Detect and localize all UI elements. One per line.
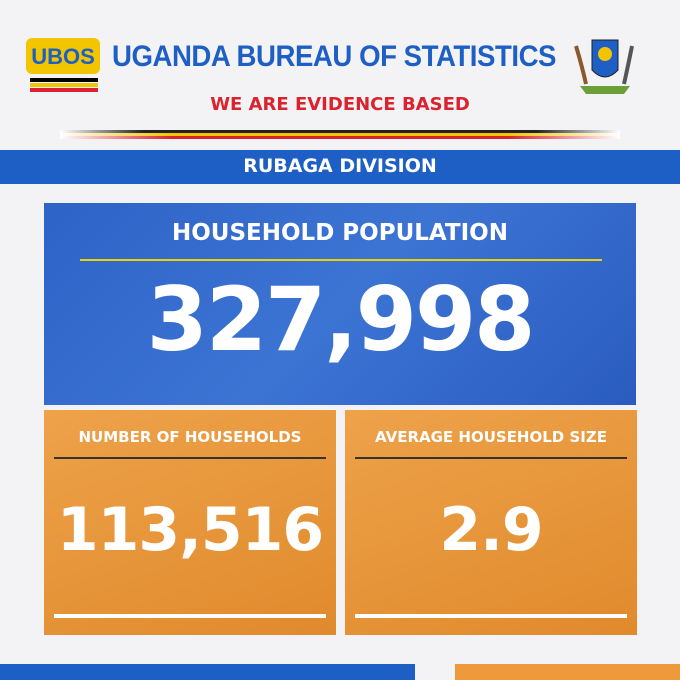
stripe-yellow xyxy=(60,133,620,136)
divider xyxy=(355,457,627,459)
card-foot xyxy=(54,614,326,618)
kob xyxy=(574,45,588,85)
coat-of-arms xyxy=(574,39,634,94)
stripe-black xyxy=(60,130,620,133)
card-foot xyxy=(355,614,627,618)
stripe-red xyxy=(60,136,620,139)
logo-stripe xyxy=(30,83,98,87)
crane xyxy=(622,45,634,85)
card-label: AVERAGE HOUSEHOLD SIZE xyxy=(375,428,607,446)
logo-bg xyxy=(26,38,100,74)
population-value: 327,998 xyxy=(146,268,536,371)
flag-stripe xyxy=(60,130,620,139)
logo-stripe xyxy=(30,78,98,82)
title: UGANDA BUREAU OF STATISTICS xyxy=(112,40,557,73)
households-card xyxy=(44,410,336,635)
footer-bar-orange xyxy=(455,664,680,680)
card-value: 2.9 xyxy=(439,495,543,565)
footer-bar-blue xyxy=(0,664,415,680)
card-value: 113,516 xyxy=(56,495,324,565)
base xyxy=(580,86,630,94)
ubos-logo: UBOS xyxy=(26,38,100,92)
division-bar xyxy=(0,150,680,184)
logo-text: UBOS xyxy=(31,44,95,69)
logo-stripe xyxy=(30,88,98,92)
divider xyxy=(80,259,602,261)
household-size-card xyxy=(345,410,637,635)
tagline: WE ARE EVIDENCE BASED xyxy=(210,94,470,115)
card-label: NUMBER OF HOUSEHOLDS xyxy=(78,428,302,446)
population-card xyxy=(44,203,636,405)
population-label: HOUSEHOLD POPULATION xyxy=(172,220,508,246)
sun xyxy=(598,47,612,61)
divider xyxy=(54,457,326,459)
division-name: RUBAGA DIVISION xyxy=(243,155,437,177)
